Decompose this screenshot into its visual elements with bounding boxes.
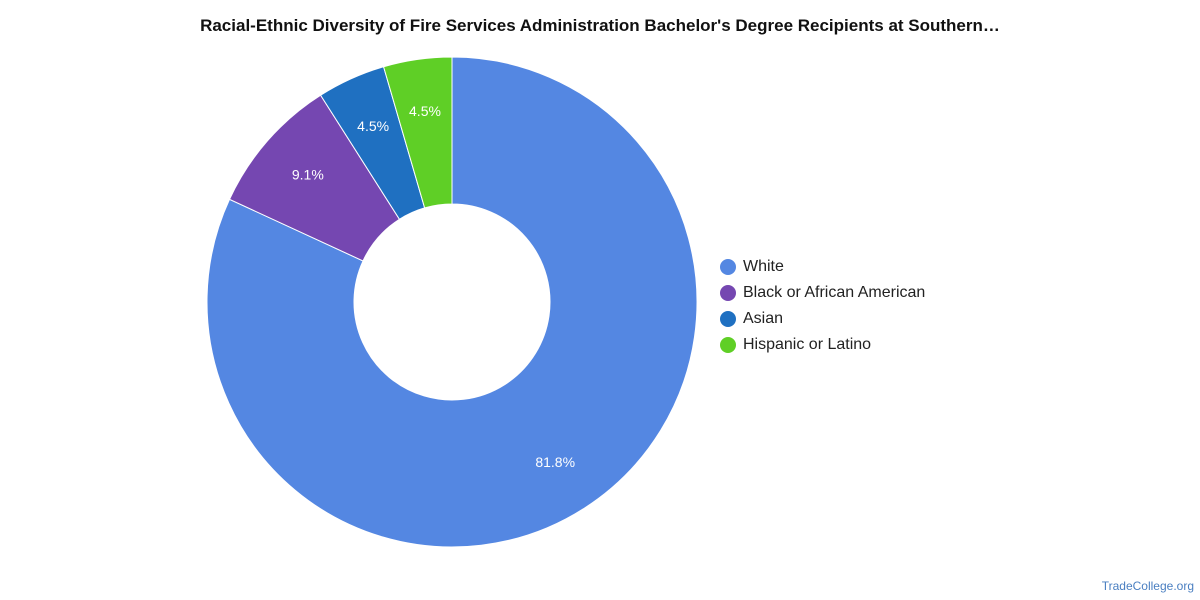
slice-white[interactable] bbox=[206, 56, 698, 548]
legend-swatch-icon bbox=[720, 311, 736, 327]
legend-label: White bbox=[743, 258, 784, 275]
legend-label: Black or African American bbox=[743, 284, 926, 301]
chart-legend: White Black or African American Asian Hispa… bbox=[720, 254, 925, 358]
slice-label: 81.8% bbox=[535, 454, 575, 470]
site-credit-link[interactable]: TradeCollege.org bbox=[1101, 579, 1194, 593]
legend-swatch-icon bbox=[720, 337, 736, 353]
legend-item[interactable]: Black or African American bbox=[720, 280, 925, 306]
slice-label: 4.5% bbox=[409, 103, 441, 119]
legend-item[interactable]: Asian bbox=[720, 306, 925, 332]
slice-label: 4.5% bbox=[357, 118, 389, 134]
legend-label: Asian bbox=[743, 310, 784, 327]
legend-item[interactable]: White bbox=[720, 254, 925, 280]
chart-title: Racial-Ethnic Diversity of Fire Services… bbox=[200, 16, 1000, 35]
slice-hispanic-or-latino[interactable] bbox=[382, 56, 453, 209]
legend-label: Hispanic or Latino bbox=[743, 336, 872, 353]
slice-label: 9.1% bbox=[292, 167, 324, 183]
legend-swatch-icon bbox=[720, 259, 736, 275]
legend-item[interactable]: Hispanic or Latino bbox=[720, 332, 925, 358]
legend-swatch-icon bbox=[720, 285, 736, 301]
